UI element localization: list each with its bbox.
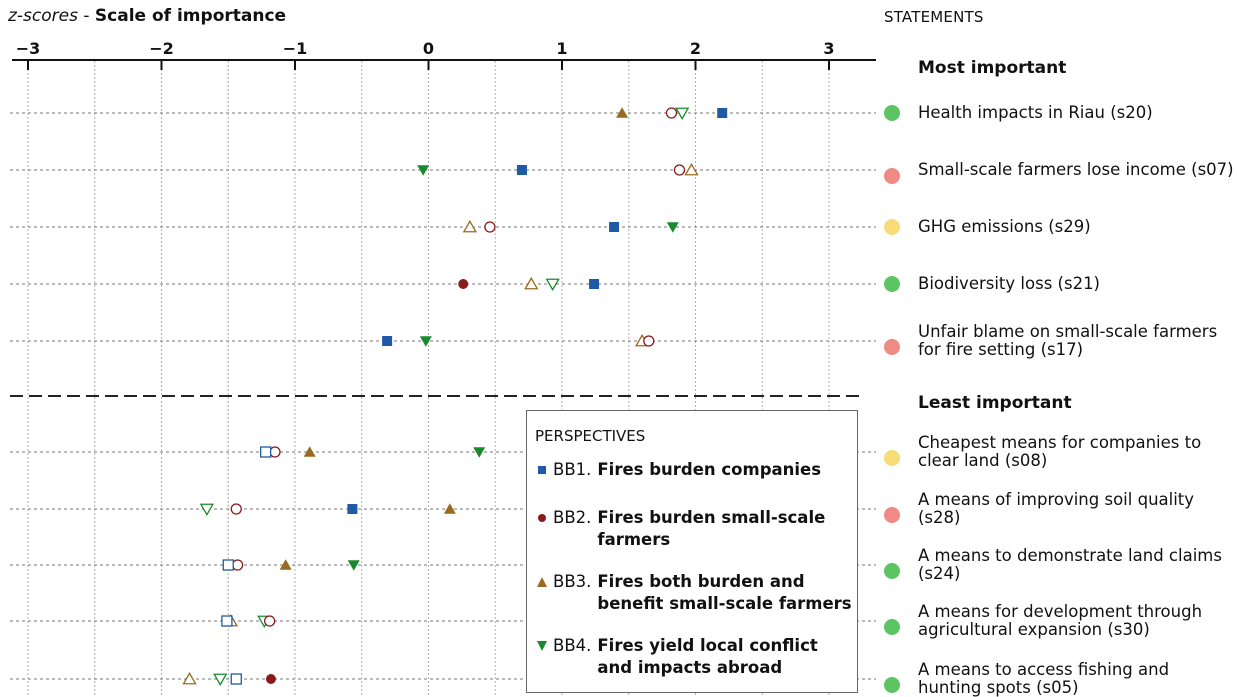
x-tick-label: 1 <box>556 39 567 58</box>
bb2-marker <box>643 335 655 347</box>
legend-name: Fires yield local conflict and impacts a… <box>597 636 818 677</box>
triangle-up-marker-icon <box>535 571 549 593</box>
status-dot <box>884 677 900 693</box>
bb2-marker <box>230 503 242 515</box>
legend-code: BB1. <box>553 460 592 479</box>
statement-label: GHG emissions (s29) <box>918 217 1091 236</box>
bb2-marker <box>458 279 469 289</box>
statement-row: A means to demonstrate land claims (s24) <box>884 547 1234 583</box>
bb4-marker <box>347 560 360 571</box>
bb2-marker <box>673 164 686 176</box>
bb4-marker <box>675 107 690 121</box>
least-important-label: Least important <box>918 393 1072 413</box>
bb4-marker <box>666 222 679 233</box>
x-tick-label: 3 <box>823 39 834 58</box>
statement-label: Biodiversity loss (s21) <box>918 274 1100 293</box>
circle-marker-icon <box>535 507 549 529</box>
statement-label: A means to access fishing and hunting sp… <box>918 660 1170 697</box>
bb1-marker <box>230 673 242 685</box>
bb4-marker <box>213 673 228 687</box>
legend-item: BB1. Fires burden companies <box>535 459 857 481</box>
bb2-marker <box>269 446 281 458</box>
bb3-marker <box>182 671 197 685</box>
bb3-marker <box>279 559 292 570</box>
statement-label: Small-scale farmers lose income (s07) <box>918 160 1234 179</box>
statement-label: Health impacts in Riau (s20) <box>918 103 1153 122</box>
status-dot <box>884 507 900 523</box>
bb1-marker <box>382 336 393 346</box>
bb3-marker <box>443 503 456 514</box>
bb3-marker <box>524 276 539 290</box>
status-dot <box>884 219 900 235</box>
bb3-marker <box>303 446 316 457</box>
bb4-marker <box>419 336 432 347</box>
statement-row: Cheapest means for companies to clear la… <box>884 434 1234 470</box>
legend-item: BB3. Fires both burden and benefit small-… <box>535 571 857 615</box>
square-marker-icon <box>535 459 549 481</box>
statement-row: A means of improving soil quality (s28) <box>884 491 1234 527</box>
bb3-marker <box>616 107 629 118</box>
statement-row: Health impacts in Riau (s20) <box>884 95 1234 131</box>
x-tick-label: 0 <box>423 39 434 58</box>
x-tick-label: 2 <box>690 39 701 58</box>
status-dot <box>884 563 900 579</box>
legend-name: Fires burden small-scale farmers <box>597 508 826 549</box>
legend-code: BB4. <box>553 636 592 655</box>
bb4-marker <box>199 503 215 517</box>
statement-row: Biodiversity loss (s21) <box>884 266 1234 302</box>
most-important-label: Most important <box>918 58 1067 78</box>
statement-label: Cheapest means for companies to clear la… <box>918 433 1202 470</box>
statement-row: A means for development through agricult… <box>884 603 1234 639</box>
status-dot <box>884 339 900 355</box>
statement-label: A means to demonstrate land claims (s24) <box>918 546 1222 583</box>
status-dot <box>884 105 900 121</box>
legend-item: BB4. Fires yield local conflict and impac… <box>535 635 857 679</box>
statement-row: Unfair blame on small-scale farmers for … <box>884 323 1234 359</box>
legend-title: PERSPECTIVES <box>535 427 646 445</box>
x-tick-label: −3 <box>16 39 41 58</box>
statement-label: A means for development through agricult… <box>918 602 1203 639</box>
bb2-marker <box>484 221 496 233</box>
bb1-marker <box>221 615 233 627</box>
chart-title: z-scores - Scale of importance <box>8 6 287 26</box>
statements-heading: STATEMENTS <box>884 8 984 26</box>
bb1-marker <box>717 108 728 118</box>
legend-name: Fires burden companies <box>597 460 822 479</box>
bb1-marker <box>589 279 600 289</box>
statement-label: A means of improving soil quality (s28) <box>918 490 1195 527</box>
statement-row: A means to access fishing and hunting sp… <box>884 661 1234 697</box>
statement-row: Small-scale farmers lose income (s07) <box>884 152 1234 188</box>
bb2-marker <box>265 674 276 684</box>
status-dot <box>884 619 900 635</box>
status-dot <box>884 276 900 292</box>
triangle-down-marker-icon <box>535 635 549 657</box>
x-tick-label: −1 <box>283 39 308 58</box>
x-tick-label: −2 <box>149 39 174 58</box>
legend-name: Fires both burden and benefit small-scal… <box>597 572 852 613</box>
bb4-marker <box>473 447 486 458</box>
status-dot <box>884 450 900 466</box>
bb2-marker <box>665 107 678 119</box>
statement-row: GHG emissions (s29) <box>884 209 1234 245</box>
bb1-marker <box>347 504 358 514</box>
legend-code: BB2. <box>553 508 592 527</box>
bb1-marker <box>516 165 527 175</box>
legend-code: BB3. <box>553 572 592 591</box>
bb1-marker <box>222 559 234 571</box>
bb4-marker <box>417 165 430 176</box>
statement-label: Unfair blame on small-scale farmers for … <box>918 322 1218 359</box>
bb3-marker <box>462 219 478 233</box>
bb1-marker <box>609 222 620 232</box>
bb2-marker <box>231 559 244 571</box>
perspectives-legend: PERSPECTIVES BB1. Fires burden companies B… <box>526 410 858 693</box>
legend-item: BB2. Fires burden small-scale farmers <box>535 507 857 551</box>
bb2-marker <box>263 615 276 627</box>
status-dot <box>884 168 900 184</box>
bb3-marker <box>684 162 699 176</box>
bb4-marker <box>545 278 560 292</box>
bb1-marker <box>259 446 272 458</box>
